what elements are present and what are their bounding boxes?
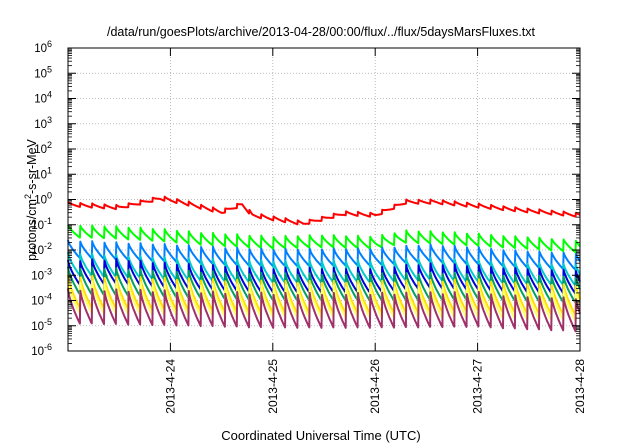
y-tick-label: 10-3 (31, 266, 52, 282)
y-tick-label: 102 (34, 140, 52, 156)
series-line-6 (67, 274, 581, 317)
y-tick-label: 104 (34, 90, 52, 106)
y-tick-label: 10-5 (31, 317, 52, 333)
series-line-2 (67, 239, 581, 271)
series-line-7 (67, 280, 581, 323)
y-axis-ticks: 106 105 104 103 102 101 100 10-1 10-2 10-3 10-4 10-… (31, 39, 580, 358)
y-tick-label: 101 (34, 165, 52, 181)
x-tick-label: 2013-4-25 (266, 359, 280, 414)
x-tick-label: 2013-4-27 (471, 359, 485, 414)
y-tick-label: 10-4 (31, 292, 52, 308)
series-line-5 (67, 266, 581, 304)
y-tick-label: 103 (34, 115, 52, 131)
y-axis-label-tail: -s-sr-MeV (25, 138, 39, 194)
series-line-3 (67, 252, 581, 287)
y-tick-label: 10-1 (31, 216, 52, 232)
x-tick-label: 2013-4-28 (573, 359, 587, 414)
data-series-group (67, 195, 581, 333)
y-tick-label: 10-6 (31, 342, 52, 358)
y-tick-label: 106 (34, 39, 52, 55)
chart-title: /data/run/goesPlots/archive/2013-04-28/0… (107, 25, 536, 39)
x-tick-label: 2013-4-24 (163, 359, 177, 414)
series-line-4 (67, 257, 581, 295)
y-tick-label: 105 (34, 64, 52, 80)
y-tick-label: 100 (34, 191, 52, 207)
y-axis-label-superscript: 2 (23, 194, 33, 199)
y-tick-label: 10-2 (31, 241, 52, 257)
x-axis-ticks: 2013-4-24 2013-4-25 2013-4-26 2013-4-27 2013… (163, 48, 587, 414)
series-line-1 (67, 224, 581, 254)
series-line-8 (67, 287, 581, 333)
y-axis-label: protons/cm2-s-sr-MeV (23, 138, 39, 260)
x-axis-label: Coordinated Universal Time (UTC) (221, 428, 420, 443)
series-line-0 (67, 195, 581, 226)
y-axis-label-base: protons/cm (25, 199, 39, 261)
x-tick-label: 2013-4-26 (368, 359, 382, 414)
